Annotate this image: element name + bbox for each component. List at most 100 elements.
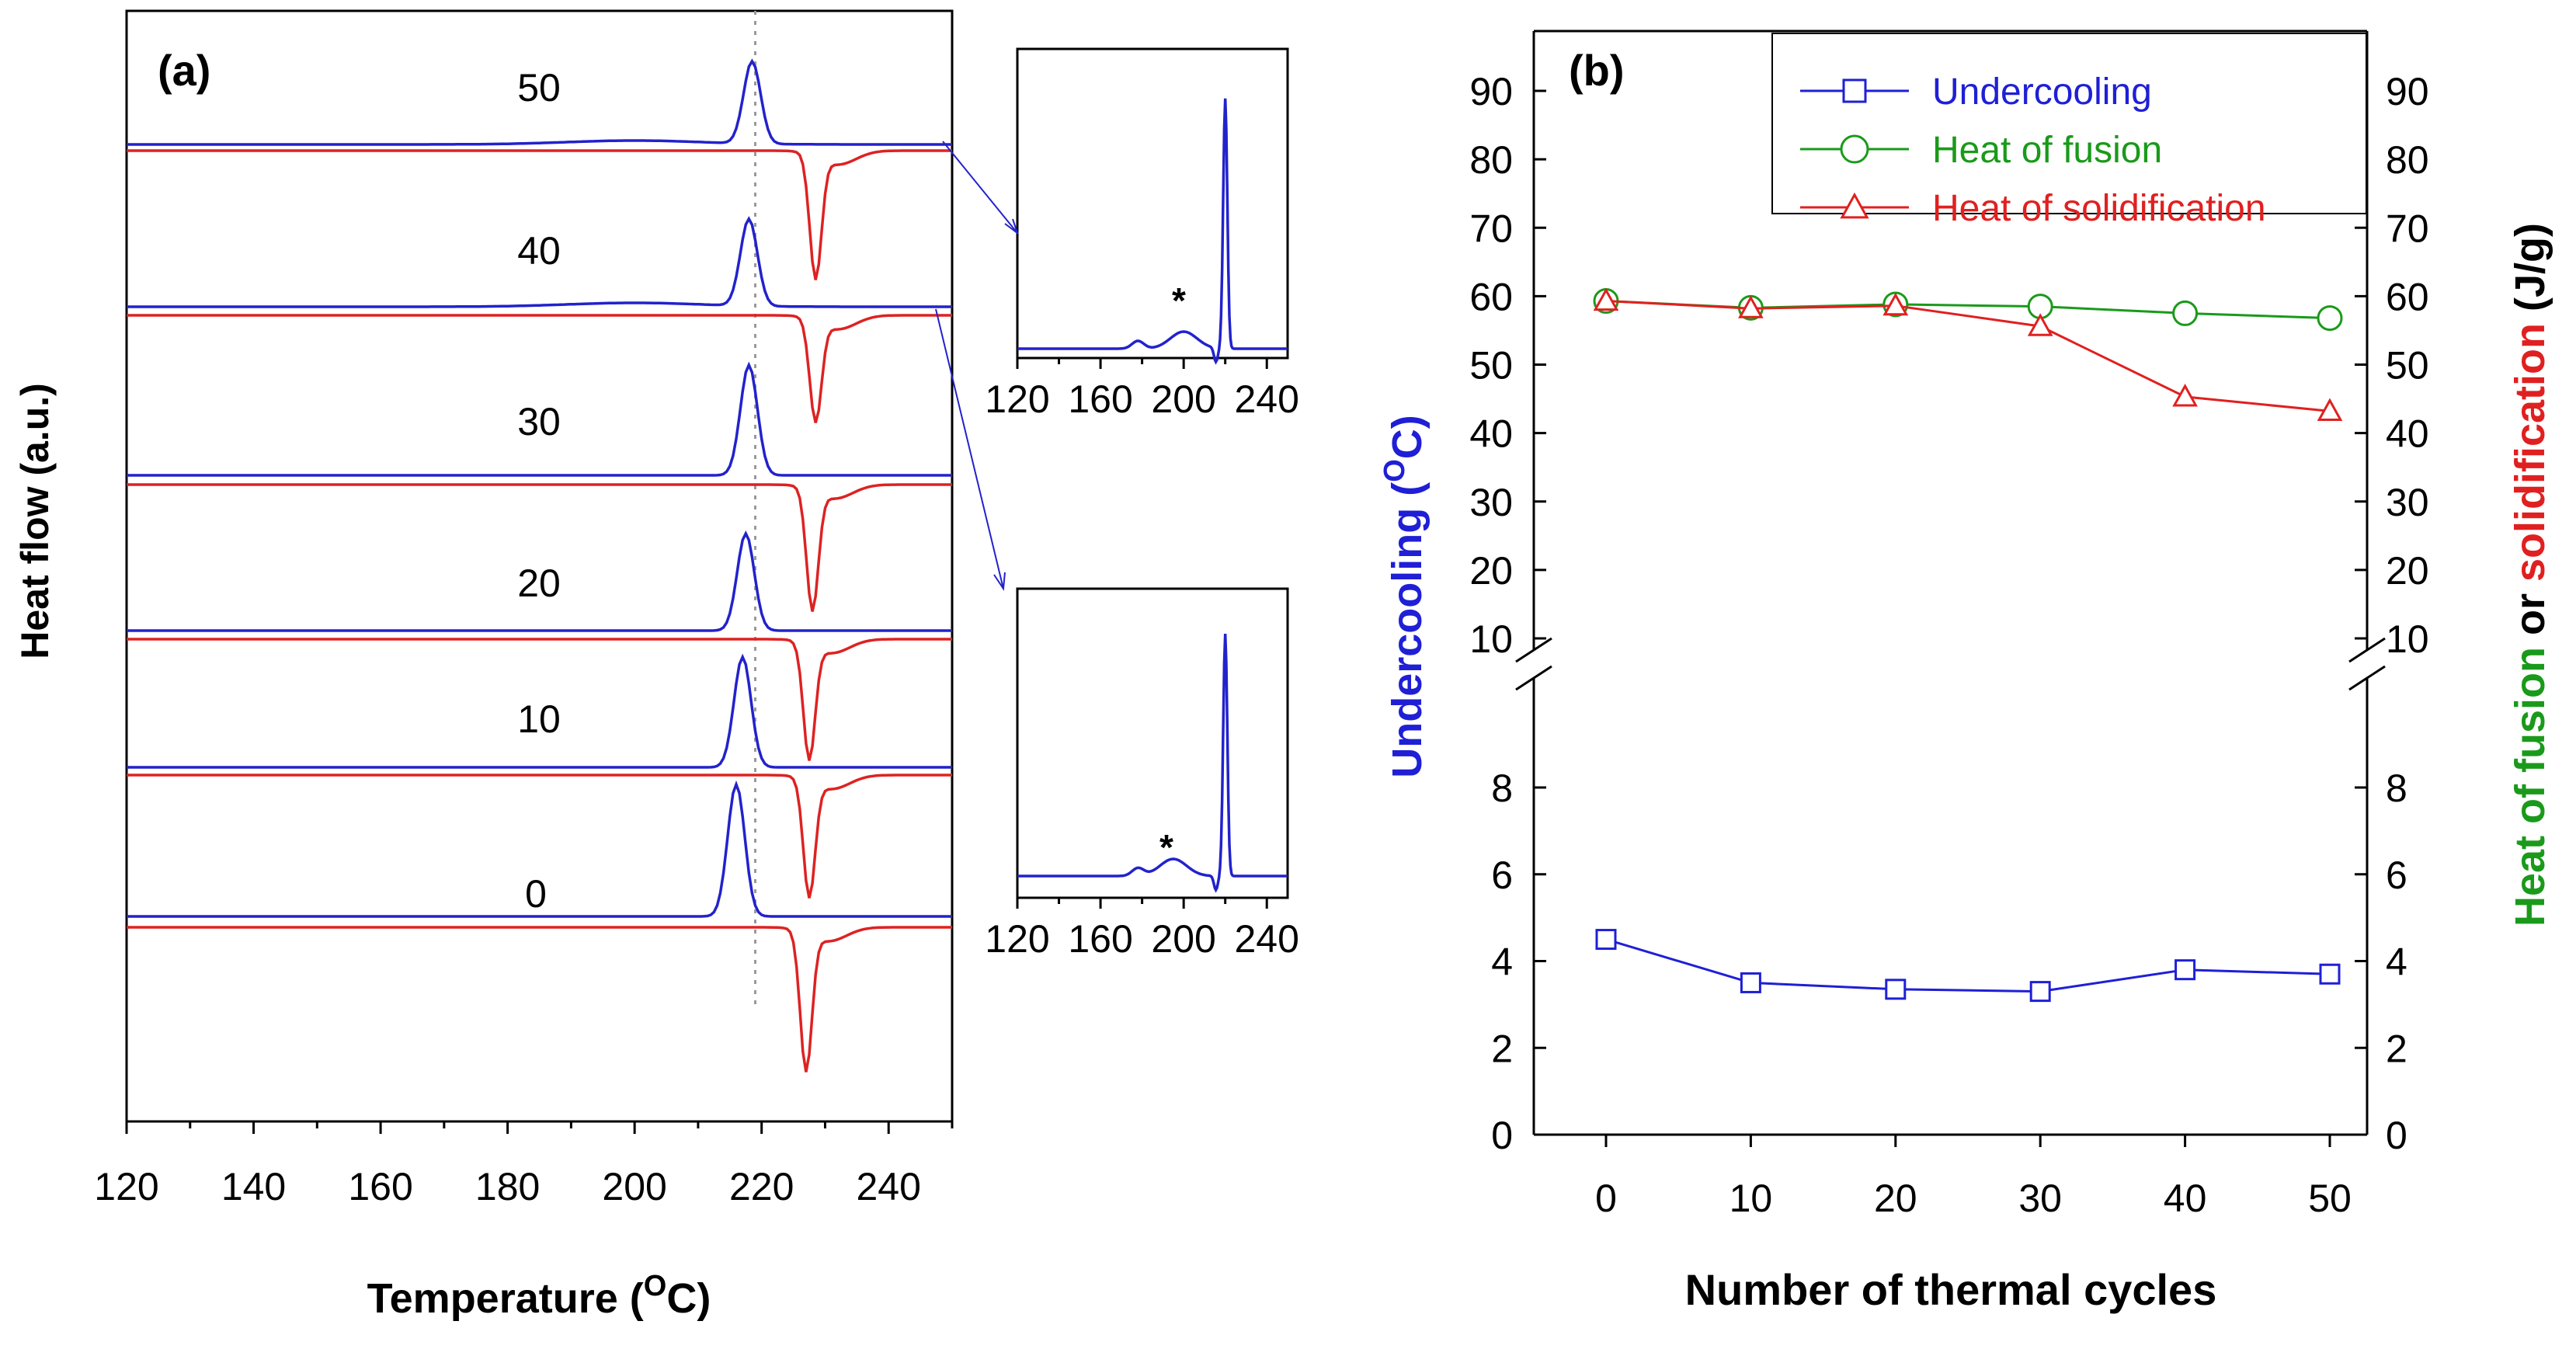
x-tick-label: 160 bbox=[348, 1165, 412, 1208]
legend-item: Heat of solidification bbox=[1800, 188, 2266, 229]
legend-label: Heat of solidification bbox=[1932, 188, 2266, 229]
right-y-label-fusion: Heat of fusion bbox=[2507, 647, 2553, 927]
series-triangle bbox=[1593, 287, 2343, 421]
square-marker bbox=[1740, 972, 1761, 993]
series-line bbox=[1605, 300, 2331, 412]
inset-bottom-marker: * bbox=[1159, 827, 1173, 867]
right-y-label-or: or bbox=[2507, 582, 2553, 647]
axis-break-left-1 bbox=[1515, 637, 1552, 663]
trace-10-cycles: 10 bbox=[127, 653, 952, 899]
x-tick-label: 20 bbox=[1874, 1177, 1917, 1220]
series-line bbox=[1605, 938, 2331, 993]
heating-curve bbox=[127, 780, 952, 918]
cooling-curve bbox=[127, 926, 952, 1073]
left-y-tick-label: 40 bbox=[1469, 412, 1513, 456]
panel-a-x-label-sup: O bbox=[644, 1270, 667, 1302]
right-y-tick-label: 90 bbox=[2386, 70, 2429, 113]
heating-curve bbox=[127, 653, 952, 769]
curve-label: 0 bbox=[525, 872, 547, 916]
connector-bottom-arrowhead bbox=[993, 572, 1006, 591]
curve-label: 50 bbox=[517, 66, 561, 110]
heating-curve bbox=[127, 58, 952, 146]
panel-a-frame bbox=[125, 9, 954, 1123]
square-marker bbox=[2319, 963, 2341, 985]
inset-x-tick-label: 200 bbox=[1151, 377, 1215, 421]
square-marker bbox=[1885, 979, 1907, 1000]
x-tick-label: 140 bbox=[221, 1165, 286, 1208]
heating-curve bbox=[127, 361, 952, 477]
panel-a-traces: 50 40 30 20 10 0 bbox=[127, 58, 952, 1073]
triangle-marker bbox=[2027, 313, 2053, 336]
right-y-tick-label: 4 bbox=[2386, 940, 2407, 984]
panel-b-left-y-label-tail: C) bbox=[1384, 415, 1431, 459]
cooling-curve bbox=[127, 149, 952, 280]
right-y-label-solidification: solidification bbox=[2507, 323, 2553, 582]
curve-label: 40 bbox=[517, 229, 561, 273]
triangle-marker bbox=[2172, 384, 2198, 407]
panel-a-x-label: Temperature (OC) bbox=[367, 1270, 711, 1322]
legend-box bbox=[1771, 33, 2367, 214]
inset-bottom-curve bbox=[1017, 633, 1288, 893]
axis-break-marks bbox=[1515, 637, 2386, 691]
heating-curve bbox=[127, 530, 952, 632]
axis-break-left-2 bbox=[1515, 665, 1552, 691]
square-marker bbox=[2174, 959, 2196, 981]
legend-label: Heat of fusion bbox=[1932, 130, 2162, 171]
axis-break-right-1 bbox=[2348, 637, 2386, 663]
right-y-tick-label: 70 bbox=[2386, 207, 2429, 250]
panel-b-x-axis: 0 10 20 30 40 50 bbox=[1595, 1135, 2352, 1220]
panel-a-x-label-main: Temperature ( bbox=[367, 1275, 644, 1322]
inset-x-tick-label: 120 bbox=[985, 377, 1049, 421]
x-tick-label: 10 bbox=[1730, 1177, 1773, 1220]
right-y-tick-label: 20 bbox=[2386, 549, 2429, 593]
left-y-tick-label: 30 bbox=[1469, 481, 1513, 524]
inset-bottom-x-axis: 120 160 200 240 bbox=[985, 898, 1299, 961]
left-y-tick-label: 6 bbox=[1491, 854, 1513, 897]
inset-x-tick-label: 240 bbox=[1235, 917, 1299, 961]
inset-connectors bbox=[935, 141, 1019, 591]
circle-marker bbox=[2172, 300, 2199, 326]
panel-b-right-y-label: Heat of fusion or solidification (J/g) bbox=[2507, 223, 2553, 927]
right-y-tick-label: 30 bbox=[2386, 481, 2429, 524]
trace-30-cycles: 30 bbox=[127, 361, 952, 612]
panel-a-x-label-tail: C) bbox=[666, 1275, 711, 1322]
inset-bottom-frame bbox=[1016, 587, 1289, 899]
cooling-curve bbox=[127, 314, 952, 423]
right-y-tick-label: 80 bbox=[2386, 138, 2429, 182]
legend-item: Heat of fusion bbox=[1800, 130, 2162, 171]
legend-item: Undercooling bbox=[1800, 71, 2152, 113]
inset-curve bbox=[1017, 633, 1288, 893]
right-y-tick-label: 0 bbox=[2386, 1114, 2407, 1157]
circle-marker bbox=[1840, 134, 1869, 164]
inset-x-tick-label: 240 bbox=[1235, 377, 1299, 421]
series-circle bbox=[1593, 288, 2343, 332]
panel-b-series bbox=[1593, 287, 2343, 1003]
triangle-marker bbox=[1882, 292, 1909, 316]
x-tick-label: 180 bbox=[475, 1165, 540, 1208]
inset-x-tick-label: 160 bbox=[1068, 377, 1132, 421]
left-y-tick-label: 70 bbox=[1469, 207, 1513, 250]
left-y-tick-label: 80 bbox=[1469, 138, 1513, 182]
left-y-tick-label: 0 bbox=[1491, 1114, 1513, 1157]
right-y-tick-label: 10 bbox=[2386, 617, 2429, 661]
panel-a-y-label: Heat flow (a.u.) bbox=[13, 383, 57, 659]
curve-label: 10 bbox=[517, 697, 561, 741]
triangle-marker bbox=[2317, 398, 2343, 421]
square-marker bbox=[2029, 981, 2051, 1003]
series-square bbox=[1595, 929, 2341, 1003]
panel-b-left-y-label: Undercooling (OC) bbox=[1378, 415, 1431, 778]
inset-top-x-axis: 120 160 200 240 bbox=[985, 358, 1299, 421]
curve-label: 30 bbox=[517, 400, 561, 443]
heating-curve bbox=[127, 216, 952, 308]
x-tick-label: 40 bbox=[2164, 1177, 2207, 1220]
inset-x-tick-label: 160 bbox=[1068, 917, 1132, 961]
trace-20-cycles: 20 bbox=[127, 530, 952, 761]
left-y-tick-label: 50 bbox=[1469, 344, 1513, 388]
inset-x-tick-label: 200 bbox=[1151, 917, 1215, 961]
trace-0-cycles: 0 bbox=[127, 780, 952, 1073]
trace-50-cycles: 50 bbox=[127, 58, 952, 280]
legend-label: Undercooling bbox=[1932, 71, 2152, 113]
